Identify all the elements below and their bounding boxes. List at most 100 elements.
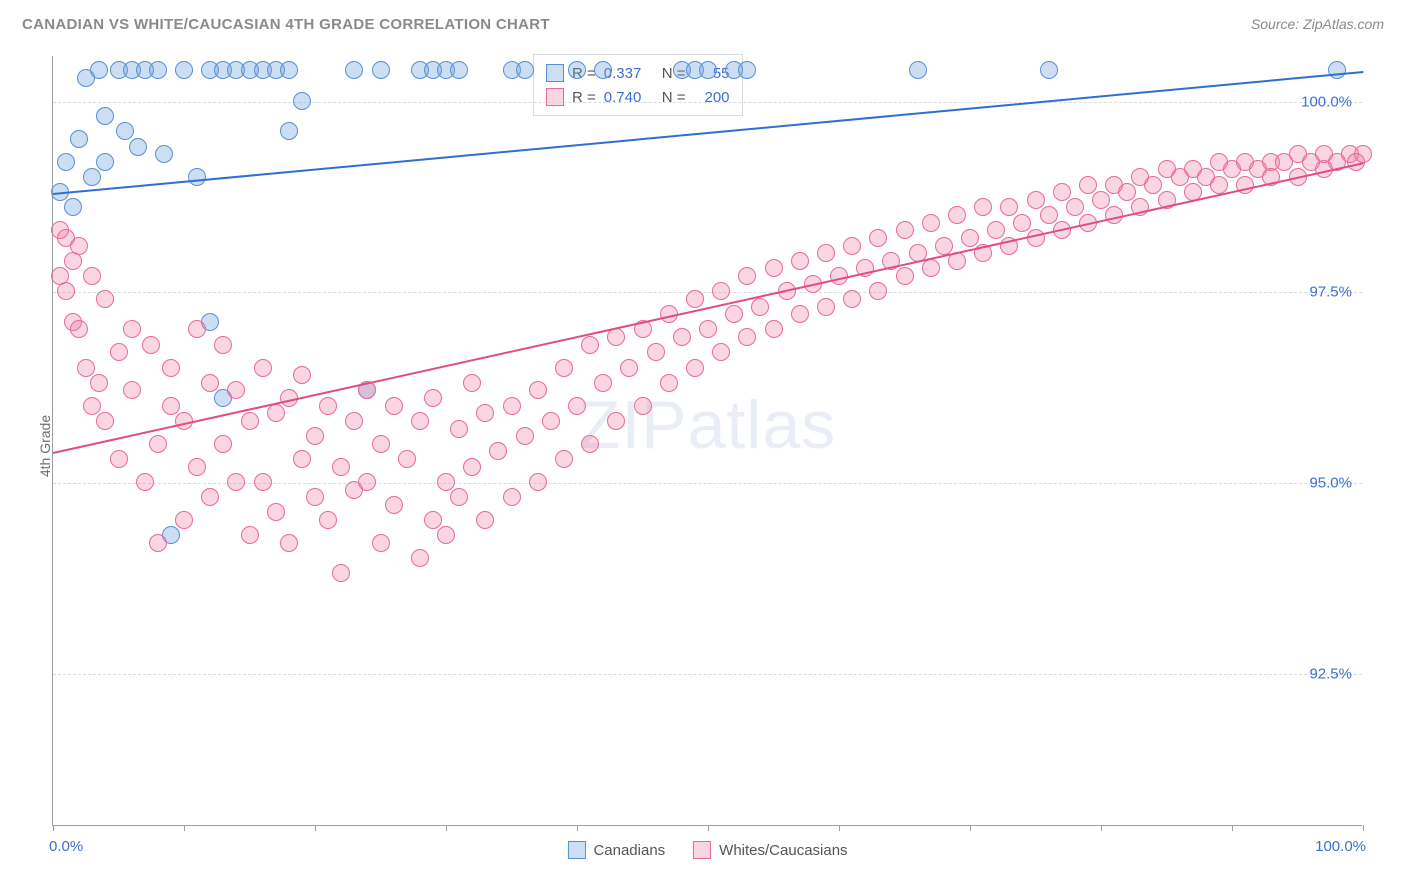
data-point [529,381,547,399]
data-point [568,397,586,415]
data-point [765,259,783,277]
x-tick [53,825,54,831]
data-point [450,61,468,79]
data-point [1053,183,1071,201]
data-point [149,435,167,453]
data-point [712,282,730,300]
data-point [1040,206,1058,224]
watermark-atlas: atlas [688,387,837,463]
data-point [725,305,743,323]
data-point [948,206,966,224]
data-point [306,488,324,506]
data-point [542,412,560,430]
x-tick [577,825,578,831]
data-point [70,237,88,255]
data-point [110,343,128,361]
data-point [450,488,468,506]
data-point [476,404,494,422]
x-tick [1232,825,1233,831]
data-point [385,496,403,514]
data-point [1013,214,1031,232]
data-point [869,282,887,300]
data-point [83,397,101,415]
x-tick [839,825,840,831]
data-point [188,458,206,476]
data-point [751,298,769,316]
data-point [843,237,861,255]
data-point [96,153,114,171]
data-point [1000,198,1018,216]
data-point [791,252,809,270]
x-tick [970,825,971,831]
gridline [53,292,1362,293]
data-point [896,221,914,239]
data-point [70,130,88,148]
data-point [241,412,259,430]
legend-swatch [567,841,585,859]
data-point [503,488,521,506]
data-point [791,305,809,323]
data-point [450,420,468,438]
r-label: R = [572,89,596,106]
data-point [974,198,992,216]
data-point [110,450,128,468]
data-point [188,168,206,186]
data-point [529,473,547,491]
data-point [214,435,232,453]
data-point [162,397,180,415]
data-point [765,320,783,338]
data-point [83,168,101,186]
data-point [293,366,311,384]
x-tick [1101,825,1102,831]
data-point [280,61,298,79]
data-point [142,336,160,354]
data-point [489,442,507,460]
data-point [1118,183,1136,201]
data-point [96,290,114,308]
data-point [96,412,114,430]
data-point [568,61,586,79]
legend-label: Canadians [593,842,665,859]
x-min-label: 0.0% [49,838,83,855]
data-point [372,534,390,552]
data-point [424,511,442,529]
data-point [843,290,861,308]
data-point [738,267,756,285]
data-point [280,534,298,552]
data-point [712,343,730,361]
chart-header: CANADIAN VS WHITE/CAUCASIAN 4TH GRADE CO… [0,0,1406,48]
data-point [699,61,717,79]
data-point [476,511,494,529]
data-point [267,503,285,521]
data-point [175,61,193,79]
data-point [581,435,599,453]
data-point [437,473,455,491]
watermark-zip: ZIP [579,387,688,463]
data-point [123,320,141,338]
y-axis-label: 4th Grade [37,415,53,477]
data-point [673,328,691,346]
data-point [516,61,534,79]
data-point [90,374,108,392]
plot-area: ZIPatlas R =0.337N =55R =0.740N =200 Can… [52,56,1362,826]
r-value: 0.740 [604,89,654,106]
data-point [332,458,350,476]
data-point [83,267,101,285]
data-point [319,511,337,529]
trend-line [53,163,1363,455]
data-point [372,435,390,453]
data-point [345,61,363,79]
data-point [254,359,272,377]
data-point [201,374,219,392]
data-point [961,229,979,247]
data-point [227,473,245,491]
x-max-label: 100.0% [1315,838,1366,855]
data-point [293,92,311,110]
data-point [267,404,285,422]
data-point [503,397,521,415]
data-point [70,320,88,338]
data-point [1144,176,1162,194]
data-point [738,61,756,79]
data-point [201,488,219,506]
data-point [64,198,82,216]
